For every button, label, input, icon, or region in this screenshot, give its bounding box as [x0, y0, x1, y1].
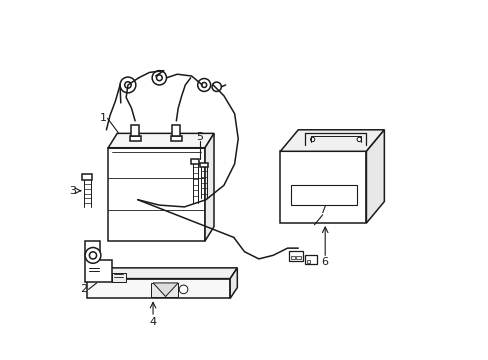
Bar — [280, 151, 366, 223]
Circle shape — [124, 82, 131, 88]
Bar — [290, 185, 357, 205]
Polygon shape — [108, 134, 214, 148]
Bar — [306, 260, 310, 263]
Circle shape — [156, 75, 162, 81]
Bar — [82, 174, 92, 180]
Circle shape — [179, 285, 187, 294]
Polygon shape — [230, 268, 237, 298]
Polygon shape — [86, 268, 237, 279]
Bar — [131, 126, 139, 136]
Circle shape — [89, 252, 96, 259]
Bar — [112, 273, 126, 282]
Text: 5: 5 — [196, 132, 203, 142]
Polygon shape — [85, 241, 112, 282]
Bar — [296, 256, 300, 259]
Circle shape — [356, 137, 361, 141]
Bar — [170, 136, 182, 140]
Polygon shape — [280, 130, 384, 151]
Bar — [191, 159, 199, 164]
Bar — [151, 283, 178, 297]
Bar — [305, 255, 316, 264]
Text: 7: 7 — [319, 206, 325, 216]
Text: 2: 2 — [80, 284, 87, 294]
Circle shape — [197, 78, 210, 91]
Bar — [86, 279, 230, 298]
Text: 4: 4 — [149, 317, 156, 327]
Bar — [289, 251, 303, 261]
Polygon shape — [204, 134, 214, 241]
Circle shape — [310, 137, 314, 141]
Circle shape — [201, 82, 206, 87]
Bar — [172, 126, 180, 136]
Circle shape — [85, 248, 101, 263]
Polygon shape — [366, 130, 384, 223]
Bar — [108, 148, 204, 241]
Bar — [290, 256, 294, 259]
Text: 6: 6 — [321, 257, 328, 267]
Circle shape — [152, 71, 166, 85]
Polygon shape — [153, 283, 178, 297]
Circle shape — [212, 82, 221, 91]
Bar — [200, 163, 208, 167]
Bar — [129, 136, 141, 140]
Circle shape — [120, 77, 136, 93]
Text: 3: 3 — [69, 186, 77, 196]
Text: 1: 1 — [100, 113, 107, 123]
